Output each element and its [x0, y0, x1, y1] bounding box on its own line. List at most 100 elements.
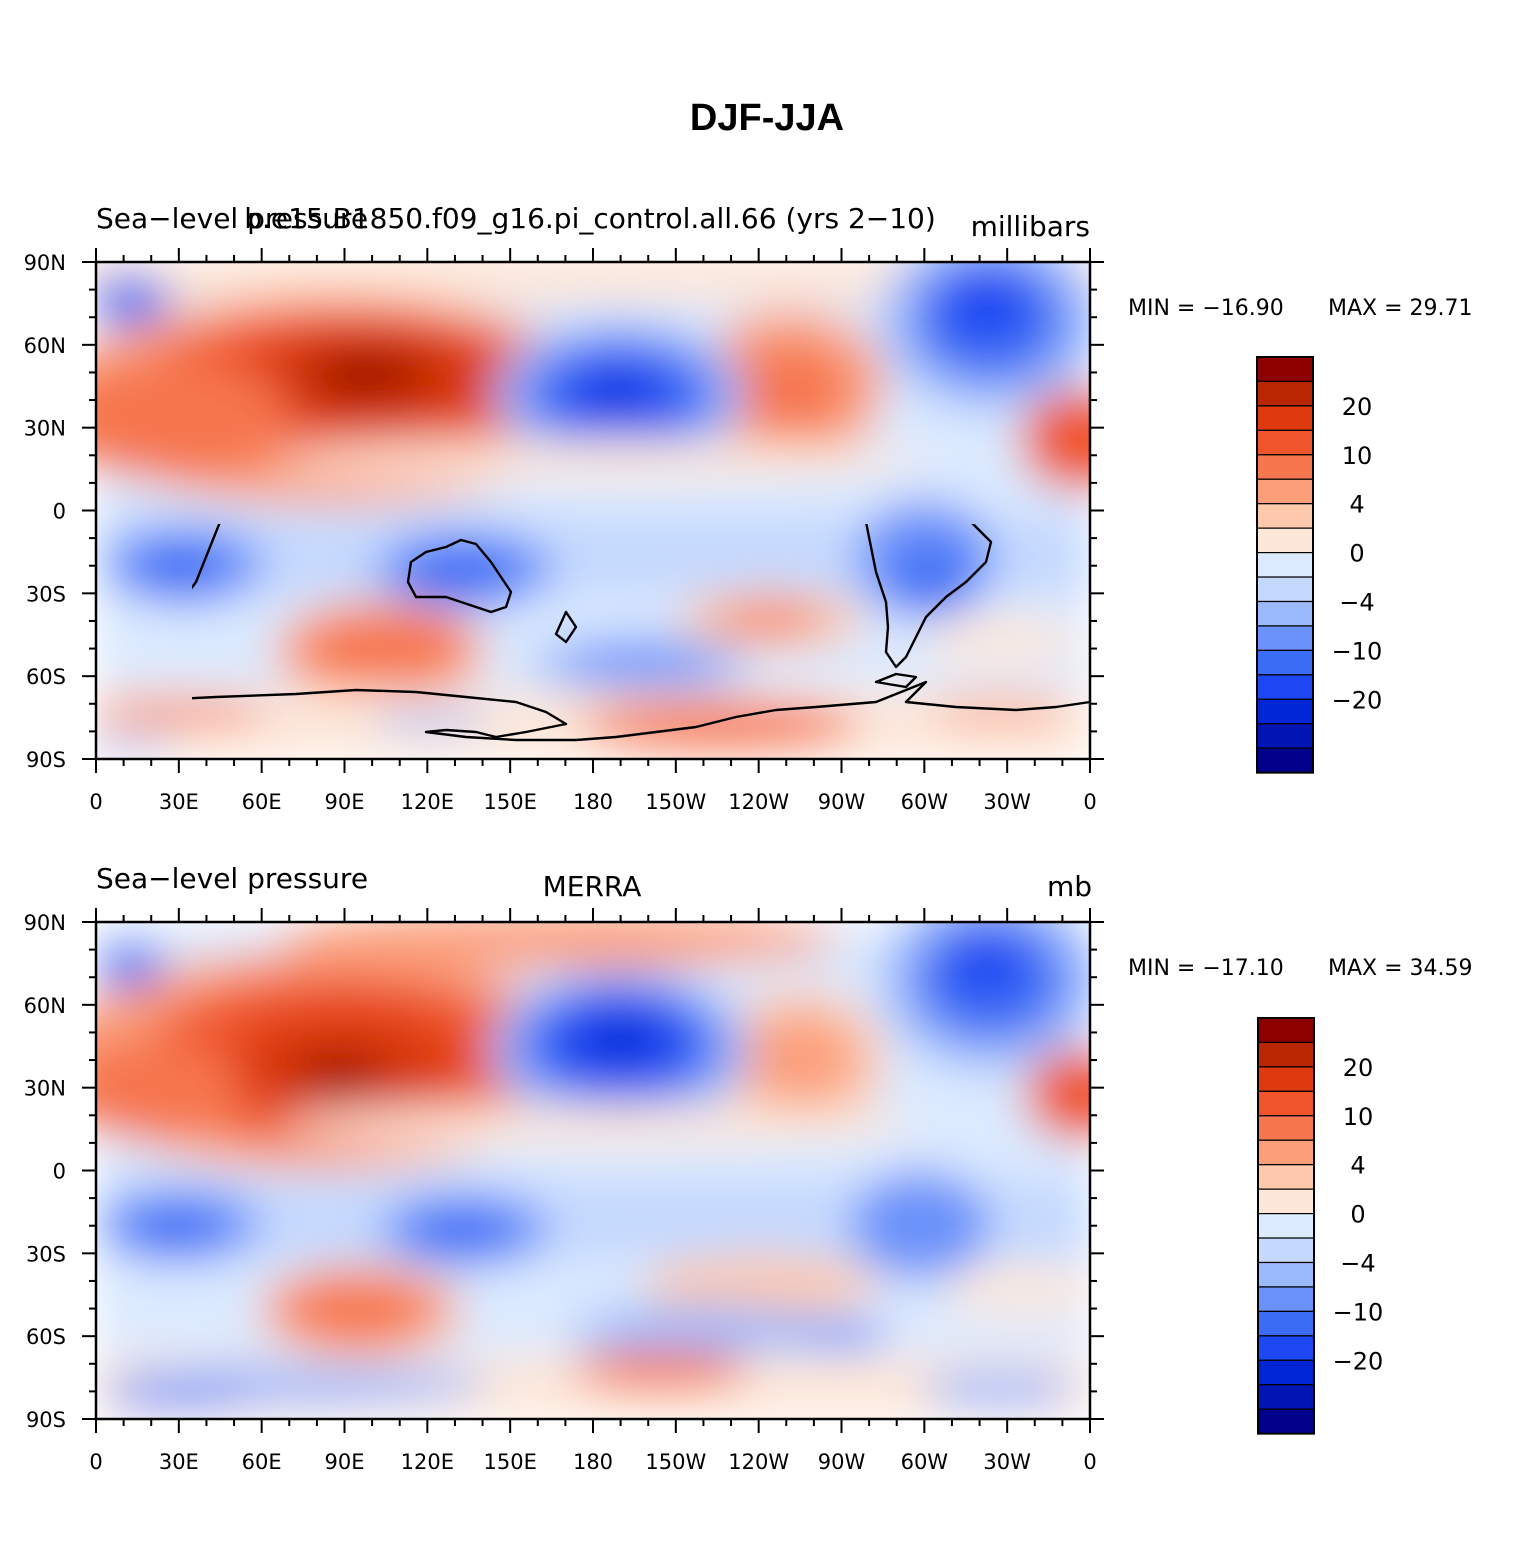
colorbar-label: −4	[1339, 589, 1374, 617]
colorbar-box	[1257, 1041, 1315, 1068]
colorbar-box	[1256, 698, 1314, 725]
lon-labels-model: 0 30E 60E 90E 120E 150E 180 150W 120W 90W 60W 30W 0	[89, 790, 1096, 814]
lon-labels-merra: 0 30E 60E 90E 120E 150E 180 150W 120W 90W 60W 30W 0	[89, 1450, 1096, 1474]
colorbar-label: −10	[1333, 1298, 1384, 1326]
lon-label: 150E	[483, 790, 536, 814]
colorbar-box	[1257, 1212, 1315, 1239]
lat-label: 60N	[24, 334, 66, 358]
lat-label: 60N	[24, 994, 66, 1018]
colorbar-box	[1256, 429, 1314, 456]
lat-label: 90N	[24, 911, 66, 935]
slp-field-merra	[96, 922, 1090, 1419]
lon-label: 90W	[818, 790, 866, 814]
colorbar-box	[1257, 1188, 1315, 1215]
lat-label: 0	[53, 1160, 66, 1184]
colorbar-box	[1257, 1017, 1315, 1044]
colorbar-box	[1257, 1237, 1315, 1264]
lat-labels-merra: 90N 60N 30N 0 30S 60S 90S	[24, 911, 66, 1432]
colorbar-label: 0	[1349, 540, 1364, 568]
colorbar-box	[1256, 454, 1314, 480]
lon-label: 60W	[901, 1450, 949, 1474]
max-value: MAX = 34.59	[1328, 956, 1473, 981]
lon-label: 30W	[983, 1450, 1031, 1474]
lon-label: 90E	[325, 1450, 365, 1474]
colorbar-label: 10	[1343, 1103, 1374, 1131]
colorbar-box	[1257, 1384, 1315, 1410]
colorbar-box	[1257, 1090, 1315, 1117]
colorbar-box	[1257, 1115, 1315, 1141]
colorbar-label: 10	[1342, 442, 1373, 470]
lon-label: 180	[573, 790, 613, 814]
colorbar-label: −4	[1340, 1250, 1375, 1278]
panel-merra: Sea−level pressure MERRA mb 0 30E 60E 90E 12…	[24, 862, 1473, 1474]
panel-units: mb	[1047, 870, 1092, 903]
lon-label: 120E	[401, 1450, 454, 1474]
panel-left-header: Sea−level pressure	[96, 202, 368, 235]
lon-label: 120W	[728, 790, 789, 814]
lon-label: 0	[1083, 1450, 1096, 1474]
lon-label: 60W	[901, 790, 949, 814]
colorbar-box	[1257, 1261, 1315, 1288]
colorbar-box	[1256, 551, 1314, 578]
panel-center-header: b.e15.B1850.f09_g16.pi_control.all.66 (y…	[244, 202, 936, 235]
lon-label: 150W	[645, 790, 706, 814]
lon-label: 180	[573, 1450, 613, 1474]
colorbar-label: −20	[1333, 1347, 1384, 1375]
lat-label: 30S	[26, 582, 66, 606]
min-value: MIN = −16.90	[1128, 296, 1284, 321]
colorbar-label: −20	[1332, 686, 1383, 714]
lat-label: 60S	[26, 1325, 66, 1349]
lat-label: 30N	[24, 1077, 66, 1101]
colorbar-box	[1257, 1310, 1315, 1337]
lat-label: 30S	[26, 1242, 66, 1266]
colorbar-box	[1256, 478, 1314, 505]
lat-label: 30N	[24, 417, 66, 441]
colorbar-box	[1256, 649, 1314, 676]
lat-label: 0	[53, 500, 66, 524]
lon-label: 0	[89, 1450, 102, 1474]
lat-label: 90S	[26, 1408, 66, 1432]
colorbar-frame	[1256, 356, 1314, 774]
lon-label: 0	[89, 790, 102, 814]
colorbar-box	[1257, 1164, 1315, 1190]
panel-units: millibars	[971, 210, 1090, 243]
figure-title: DJF-JJA	[690, 97, 844, 139]
lat-label: 90S	[26, 748, 66, 772]
lon-label: 0	[1083, 790, 1096, 814]
lon-label: 90W	[818, 1450, 866, 1474]
colorbar-label: 4	[1349, 491, 1364, 519]
panel-left-header: Sea−level pressure	[96, 862, 368, 895]
colorbar-model: 20 10 4 0 −4 −10 −20	[1256, 356, 1383, 774]
min-value: MIN = −17.10	[1128, 956, 1284, 981]
colorbar-frame	[1257, 1017, 1315, 1435]
map-ticks-model	[82, 248, 1104, 773]
map-ticks-merra	[82, 908, 1104, 1433]
colorbar-label: 20	[1342, 393, 1373, 421]
lat-label: 60S	[26, 665, 66, 689]
lon-label: 60E	[242, 1450, 282, 1474]
lon-label: 150E	[483, 1450, 536, 1474]
lon-label: 120W	[728, 1450, 789, 1474]
colorbar-box	[1257, 1408, 1315, 1435]
colorbar-box	[1256, 405, 1314, 431]
colorbar-label: −10	[1332, 637, 1383, 665]
lon-label: 30E	[159, 1450, 199, 1474]
slp-field-model	[96, 262, 1090, 759]
colorbar-label: 0	[1350, 1201, 1365, 1229]
lon-label: 150W	[645, 1450, 706, 1474]
colorbar-box	[1256, 503, 1314, 529]
colorbar-box	[1256, 625, 1314, 652]
colorbar-box	[1256, 527, 1314, 554]
colorbar-box	[1256, 747, 1314, 774]
colorbar-box	[1256, 674, 1314, 700]
max-value: MAX = 29.71	[1328, 296, 1473, 321]
colorbar-box	[1256, 723, 1314, 749]
colorbar-box	[1257, 1286, 1315, 1312]
lon-label: 60E	[242, 790, 282, 814]
lon-label: 30E	[159, 790, 199, 814]
colorbar-label: 4	[1350, 1152, 1365, 1180]
colorbar-box	[1257, 1359, 1315, 1386]
colorbar-label: 20	[1343, 1054, 1374, 1082]
lon-label: 90E	[325, 790, 365, 814]
